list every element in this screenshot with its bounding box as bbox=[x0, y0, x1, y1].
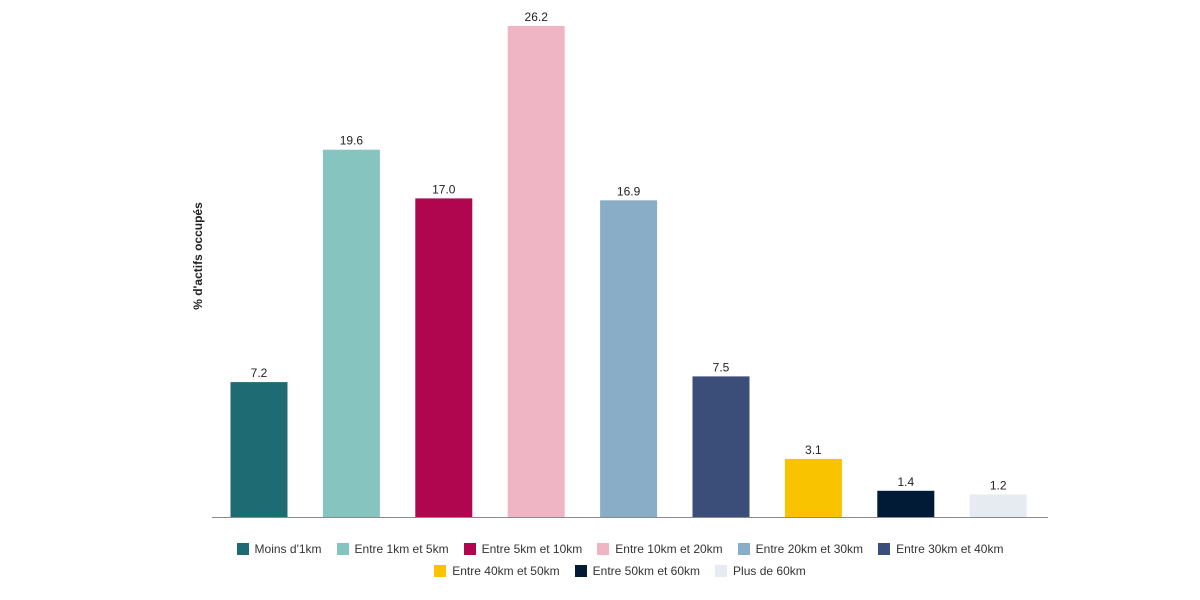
legend-item: Entre 1km et 5km bbox=[336, 542, 449, 556]
legend-swatch bbox=[574, 565, 587, 577]
bar bbox=[969, 494, 1027, 517]
legend-swatch bbox=[737, 543, 750, 555]
legend-swatch bbox=[236, 543, 249, 555]
legend-item: Entre 5km et 10km bbox=[463, 542, 583, 556]
legend-swatch bbox=[715, 565, 728, 577]
bar-value-label: 17.0 bbox=[432, 182, 456, 196]
bar-value-label: 7.5 bbox=[713, 360, 730, 374]
legend-item: Entre 20km et 30km bbox=[737, 542, 864, 556]
bar-value-label: 26.2 bbox=[525, 10, 549, 24]
value-labels-group: 7.2 19.6 17.0 26.2 16.9 7.5 3.1 1.4 1.2 bbox=[251, 10, 1007, 493]
legend-item: Moins d'1km bbox=[236, 542, 322, 556]
legend-label: Entre 30km et 40km bbox=[896, 542, 1004, 556]
legend-row: Entre 40km et 50km Entre 50km et 60km Plus… bbox=[160, 564, 1080, 578]
bar-value-label: 1.2 bbox=[990, 479, 1007, 493]
legend-label: Entre 5km et 10km bbox=[481, 542, 583, 556]
legend-item: Entre 30km et 40km bbox=[878, 542, 1003, 556]
bar bbox=[784, 458, 842, 517]
legend-swatch bbox=[463, 543, 476, 555]
bar bbox=[230, 382, 288, 517]
legend-item: Entre 40km et 50km bbox=[434, 564, 560, 578]
legend-label: Entre 10km et 20km bbox=[615, 542, 723, 556]
legend-label: Entre 20km et 30km bbox=[755, 542, 864, 556]
bar-value-label: 7.2 bbox=[251, 366, 268, 380]
y-axis-label: % d'actifs occupés bbox=[191, 202, 205, 310]
legend-swatch bbox=[878, 543, 891, 555]
legend-label: Entre 50km et 60km bbox=[592, 564, 701, 578]
bar bbox=[692, 376, 750, 517]
bar bbox=[415, 198, 473, 517]
legend-swatch bbox=[597, 543, 610, 555]
bar bbox=[322, 149, 380, 517]
bar bbox=[600, 200, 658, 518]
legend-row: Moins d'1km Entre 1km et 5km Entre 5km et … bbox=[160, 542, 1080, 556]
bar bbox=[877, 490, 935, 517]
legend-label: Plus de 60km bbox=[733, 564, 806, 578]
legend-swatch bbox=[336, 543, 349, 555]
legend-item: Plus de 60km bbox=[715, 564, 806, 578]
legend-label: Moins d'1km bbox=[254, 542, 322, 556]
bar-value-label: 1.4 bbox=[897, 475, 914, 489]
bars-group bbox=[230, 26, 1027, 518]
bar-value-label: 3.1 bbox=[805, 443, 822, 457]
legend-label: Entre 40km et 50km bbox=[452, 564, 560, 578]
legend-item: Entre 50km et 60km bbox=[574, 564, 701, 578]
legend-item: Entre 10km et 20km bbox=[597, 542, 723, 556]
bar-value-label: 16.9 bbox=[617, 184, 641, 198]
bar-value-label: 19.6 bbox=[340, 134, 364, 148]
legend-swatch bbox=[434, 565, 447, 577]
legend-label: Entre 1km et 5km bbox=[354, 542, 449, 556]
bar bbox=[507, 26, 565, 517]
